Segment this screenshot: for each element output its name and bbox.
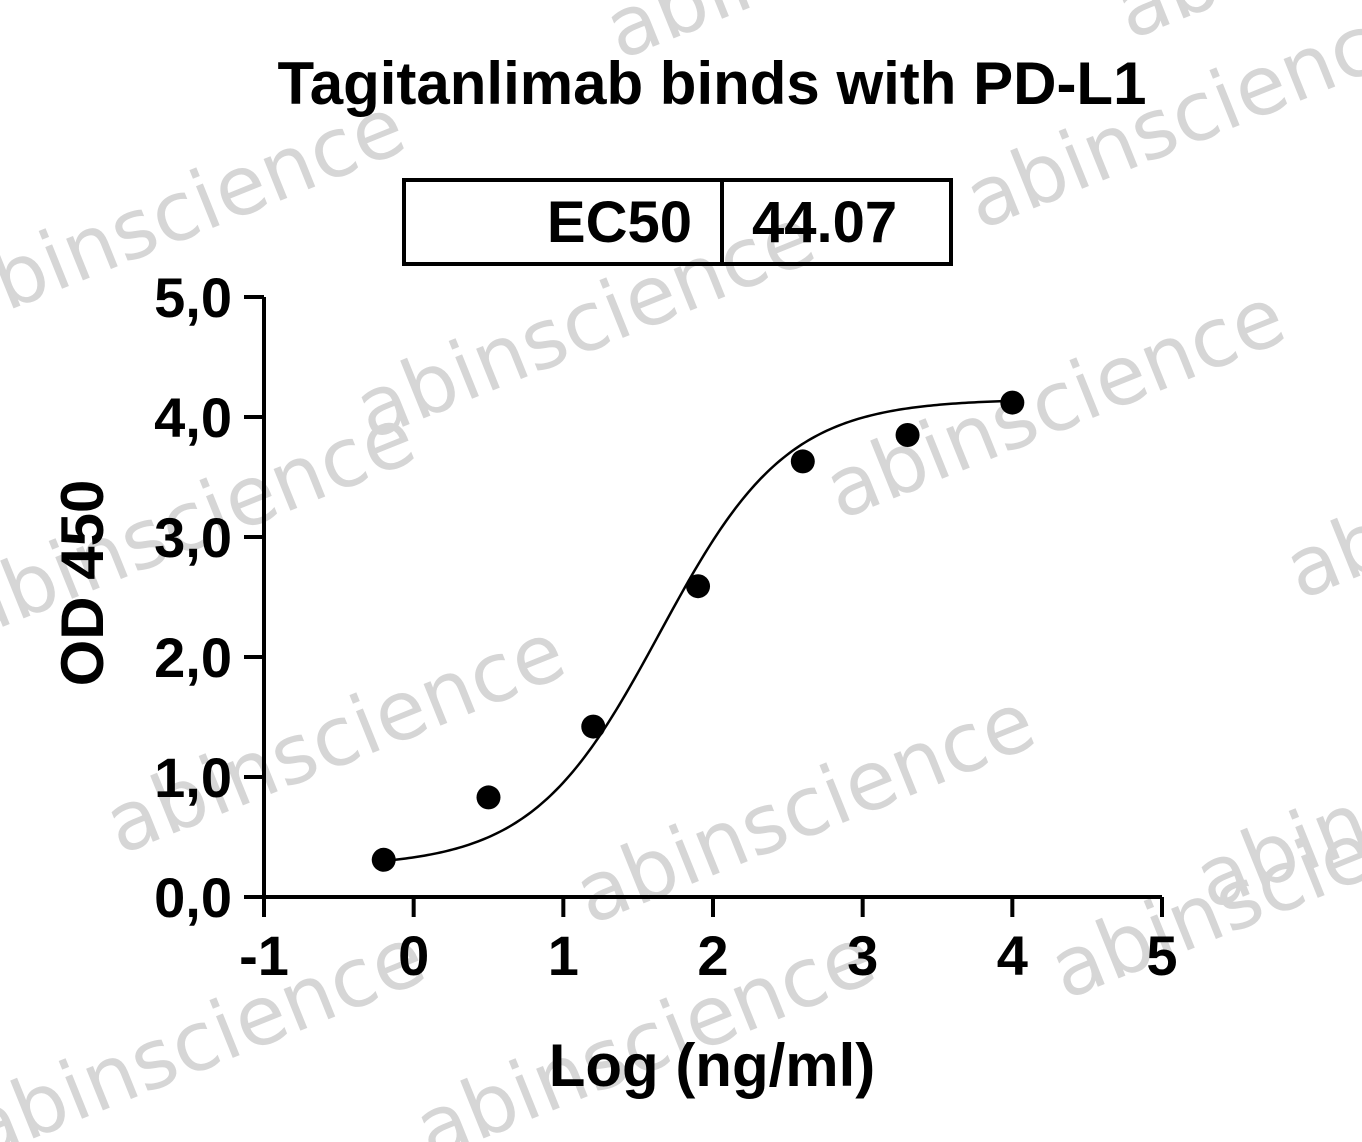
x-tick-label: -1 <box>239 924 289 987</box>
y-axis-title: OD 450 <box>49 480 116 687</box>
chart-title: Tagitanlimab binds with PD-L1 <box>278 50 1147 117</box>
x-axis-title: Log (ng/ml) <box>549 1032 876 1099</box>
ec50-table: EC50 44.07 <box>402 178 953 266</box>
data-point <box>581 714 606 739</box>
y-tick-label: 3,0 <box>154 506 232 569</box>
y-tick-label: 2,0 <box>154 626 232 689</box>
data-point <box>1000 390 1025 415</box>
data-points <box>371 390 1025 872</box>
data-point <box>476 785 501 810</box>
y-tick-label: 4,0 <box>154 386 232 449</box>
y-tick-label: 0,0 <box>154 866 232 929</box>
x-tick-label: 0 <box>398 924 429 987</box>
watermark-text: abinscience <box>562 674 1048 944</box>
data-point <box>371 847 396 872</box>
ec50-table-border <box>402 178 953 266</box>
x-tick-label: 3 <box>847 924 878 987</box>
fit-curve <box>383 399 1013 863</box>
data-point <box>686 574 711 599</box>
watermark-text: abinscience <box>1272 349 1362 619</box>
axes: -1 0 1 2 3 4 5 0,0 1,0 2,0 3,0 4,0 5,0 <box>154 266 1177 987</box>
data-point <box>790 449 815 474</box>
x-tick-label: 5 <box>1146 924 1177 987</box>
watermark-text: abinscience <box>812 269 1298 539</box>
y-tick-label: 1,0 <box>154 746 232 809</box>
ec50-label: EC50 <box>547 190 692 255</box>
y-tick-label: 5,0 <box>154 266 232 329</box>
x-tick-label: 4 <box>997 924 1028 987</box>
data-point <box>895 423 920 447</box>
watermark-text: abinscience <box>402 909 888 1142</box>
x-tick-label: 1 <box>548 924 579 987</box>
watermark-text: abinscience <box>0 909 438 1142</box>
x-tick-label: 2 <box>697 924 728 987</box>
ec50-value: 44.07 <box>752 190 897 255</box>
